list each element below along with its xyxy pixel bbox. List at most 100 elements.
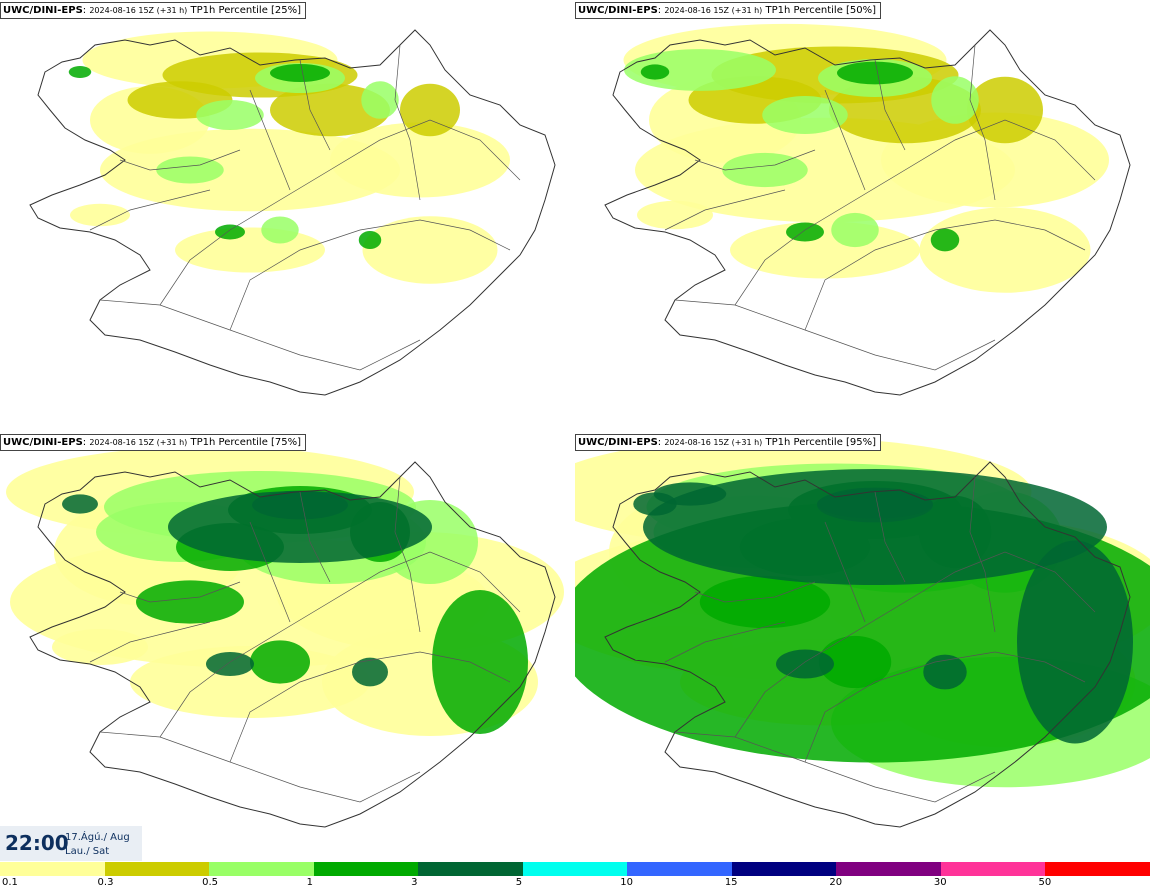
precipitation-map	[6, 446, 564, 828]
road-line	[969, 476, 996, 633]
precip-color-legend	[0, 862, 1150, 876]
legend-tick-label: 20	[829, 877, 843, 888]
precip-area	[817, 489, 933, 519]
panel-title: UWC/DINI-EPS: 2024-08-16 15Z (+31 h) TP1…	[0, 434, 307, 451]
road-line	[229, 219, 511, 331]
road-line	[734, 551, 1096, 738]
coastline	[29, 29, 556, 396]
road-line	[694, 581, 816, 603]
precip-area	[362, 216, 498, 284]
precip-area	[250, 640, 310, 684]
road-line	[874, 59, 906, 151]
legend-tick-label: 30	[933, 877, 947, 888]
precip-area	[156, 156, 224, 184]
precip-area	[831, 212, 879, 248]
precip-area	[722, 152, 808, 188]
road-line	[969, 44, 996, 201]
precip-area	[68, 66, 92, 78]
road-line	[674, 299, 996, 371]
precip-area	[261, 216, 299, 244]
road-line	[89, 189, 211, 231]
precip-area	[136, 580, 244, 624]
map-panel-25: UWC/DINI-EPS: 2024-08-16 15Z (+31 h) TP1…	[0, 0, 575, 430]
legend-swatch	[1045, 862, 1150, 876]
precip-area	[400, 83, 460, 137]
road-line	[664, 189, 786, 231]
precip-area	[653, 482, 727, 506]
road-line	[824, 89, 866, 191]
map-panel-95: UWC/DINI-EPS: 2024-08-16 15Z (+31 h) TP1…	[575, 432, 1150, 862]
coastline	[604, 461, 1131, 828]
legend-tick-label: 0.1	[2, 877, 18, 888]
legend-swatch	[209, 862, 314, 876]
road-line	[694, 149, 816, 171]
precip-area	[361, 81, 399, 119]
precip-area	[432, 590, 528, 734]
precip-area	[130, 646, 370, 718]
valid-time: 22:00	[5, 831, 69, 855]
valid-time-box: 22:00 17.Ágú./ Aug Lau./ Sat	[0, 826, 142, 861]
precip-area	[1017, 540, 1133, 744]
road-line	[299, 491, 331, 583]
precip-area	[930, 228, 960, 252]
precip-area	[640, 64, 670, 80]
road-line	[394, 476, 421, 633]
precip-area	[206, 652, 254, 676]
road-line	[664, 621, 786, 663]
legend-tick-label: 5	[515, 877, 523, 888]
road-line	[824, 521, 866, 623]
road-line	[804, 651, 1086, 763]
legend-tick-label: 10	[620, 877, 633, 888]
precip-area	[352, 657, 388, 687]
precipitation-map	[604, 23, 1131, 396]
road-line	[159, 119, 521, 306]
precipitation-map	[575, 436, 1150, 828]
precip-area	[837, 61, 913, 85]
precipitation-map	[29, 29, 556, 396]
precip-area	[919, 207, 1091, 293]
legend-swatch	[104, 862, 210, 876]
road-line	[119, 581, 241, 603]
panel-title: UWC/DINI-EPS: 2024-08-16 15Z (+31 h) TP1…	[575, 434, 882, 451]
legend-tick-label: 50	[1038, 877, 1052, 888]
legend-swatch	[522, 862, 628, 876]
precip-area	[931, 76, 979, 124]
precip-area	[70, 203, 130, 227]
map-panel-75: UWC/DINI-EPS: 2024-08-16 15Z (+31 h) TP1…	[0, 432, 575, 862]
road-line	[674, 731, 996, 803]
precip-area	[967, 76, 1043, 144]
valid-date: 17.Ágú./ Aug	[65, 832, 130, 843]
precip-area	[62, 494, 98, 514]
legend-tick-label: 0.3	[97, 877, 114, 888]
precip-area	[358, 231, 382, 249]
precip-area	[786, 222, 824, 242]
coastline	[604, 29, 1131, 396]
road-line	[119, 149, 241, 171]
precip-area	[762, 96, 848, 134]
legend-tick-label: 15	[724, 877, 738, 888]
panel-title: UWC/DINI-EPS: 2024-08-16 15Z (+31 h) TP1…	[575, 2, 882, 19]
panel-title: UWC/DINI-EPS: 2024-08-16 15Z (+31 h) TP1…	[0, 2, 307, 19]
precip-area	[270, 83, 390, 137]
legend-labels: 0.1 0.3 0.5 1 3 5 10 15 20 30 50	[0, 876, 1150, 891]
precip-area	[637, 200, 713, 230]
legend-swatch	[731, 862, 837, 876]
precip-area	[52, 629, 148, 665]
road-line	[229, 651, 511, 763]
road-line	[804, 219, 1086, 331]
legend-tick-label: 3	[411, 877, 418, 888]
road-line	[394, 44, 421, 201]
precip-area	[776, 649, 834, 679]
legend-tick-label: 1	[306, 877, 313, 888]
precip-area	[270, 64, 330, 82]
road-line	[99, 731, 421, 803]
valid-day: Lau./ Sat	[65, 846, 110, 857]
road-line	[299, 59, 331, 151]
road-line	[874, 491, 906, 583]
legend-swatch	[836, 862, 941, 876]
legend-swatch	[940, 862, 1046, 876]
road-line	[734, 119, 1096, 306]
road-line	[89, 621, 211, 663]
precip-area	[643, 469, 1107, 585]
precip-area	[175, 227, 325, 273]
